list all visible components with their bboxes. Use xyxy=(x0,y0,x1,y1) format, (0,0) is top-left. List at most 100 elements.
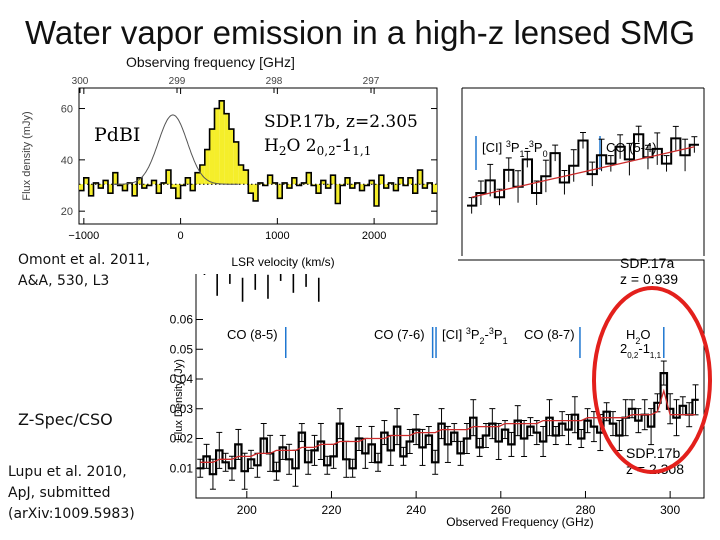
pdbi-top-tick-label: 297 xyxy=(363,76,380,87)
pdbi-fill-bin xyxy=(151,180,157,185)
omont-ref-line-1: Omont et al. 2011, xyxy=(18,252,151,268)
pdbi-ylabel: Flux density (mJy) xyxy=(21,111,33,200)
marker-label-h2o: H2O xyxy=(626,327,651,346)
pdbi-fill-bin xyxy=(374,184,379,207)
pdbi-fill-bin xyxy=(88,184,94,196)
observing-frequency-label: Observing frequency [GHz] xyxy=(126,54,295,70)
sdp17b-model-line xyxy=(200,388,696,463)
pdbi-fill-bin xyxy=(170,184,176,189)
marker-label-co76: CO (7-6) xyxy=(374,327,425,342)
pdbi-fill-bin xyxy=(345,177,350,185)
pdbi-fill-bin xyxy=(98,184,104,189)
pdbi-fill-bin xyxy=(306,172,312,185)
sdp17a-line-markers xyxy=(475,136,601,170)
pdbi-fill-bin xyxy=(432,184,437,194)
zspec-x-tick-label: 200 xyxy=(237,503,257,517)
sdp17a-z-label: z = 0.939 xyxy=(620,271,678,287)
zspec-y-tick-label: 0.03 xyxy=(170,402,194,416)
pdbi-fill-bin xyxy=(248,184,254,194)
pdbi-fill-bin xyxy=(378,175,384,185)
pdbi-fill-bin xyxy=(224,113,229,185)
lupu-ref-line-1: Lupu et al. 2010, xyxy=(8,464,127,480)
zspec-y-tick-label: 0.06 xyxy=(170,313,194,327)
pdbi-x-tick-label: 1000 xyxy=(265,230,289,242)
pdbi-fill-bin xyxy=(407,177,413,185)
pdbi-fill-bin xyxy=(141,184,147,189)
pdbi-fill-bin xyxy=(190,184,196,191)
pdbi-fill-bin xyxy=(320,180,326,185)
sdp17a-label: SDP.17a xyxy=(620,255,674,271)
zspec-instrument-label: Z-Spec/CSO xyxy=(18,410,113,429)
zspec-y-tick-label: 0.05 xyxy=(170,342,194,356)
omont-reference: Omont et al. 2011, A&A, 530, L3 xyxy=(18,250,150,292)
pdbi-axes: −1000 0 1000 2000 300 299 298 297 20 40 60 xyxy=(61,76,437,242)
slide-title: Water vapor emission in a high-z lensed … xyxy=(24,14,696,51)
pdbi-fill-bin xyxy=(156,184,162,194)
pdbi-fill-bin xyxy=(253,184,258,201)
pdbi-fill-bin xyxy=(185,177,191,185)
zspec-ylabel: Flux Density (Jy) xyxy=(173,359,185,441)
pdbi-instrument-label: PdBI xyxy=(94,124,140,146)
marker-label-co87: CO (8-7) xyxy=(524,327,575,342)
pdbi-fill-bin xyxy=(79,184,84,191)
pdbi-fill-bin xyxy=(422,184,428,189)
pdbi-fill-bin xyxy=(122,184,128,191)
pdbi-line-label: H2O 20,2-11,1 xyxy=(264,136,371,158)
pdbi-fill-bin xyxy=(175,184,181,199)
sdp17b-z-label: z = 2.308 xyxy=(626,461,684,477)
pdbi-fill-bin xyxy=(195,172,200,185)
h2o-highlight-ellipse xyxy=(592,286,712,474)
pdbi-fill-bin xyxy=(209,129,215,185)
zspec-panel: 200 220 240 260 280 300 0.01 0.02 0.03 0.04 0.05 0.… xyxy=(170,259,712,529)
zspec-x-tick-label: 240 xyxy=(406,503,426,517)
pdbi-x-tick-label: −1000 xyxy=(68,230,99,242)
zspec-x-tick-label: 260 xyxy=(491,503,511,517)
pdbi-fill-bin xyxy=(166,170,171,185)
pdbi-gaussian-fit xyxy=(112,114,239,185)
pdbi-fill-bin xyxy=(325,184,331,189)
pdbi-fill-bin xyxy=(233,141,239,185)
sdp17b-step-line xyxy=(197,372,699,476)
pdbi-panel: −1000 0 1000 2000 300 299 298 297 20 40 60 Flux de… xyxy=(0,74,458,274)
pdbi-source-label: SDP.17b, z=2.305 xyxy=(264,112,418,132)
pdbi-fill-bin xyxy=(132,184,138,196)
omont-ref-line-2: A&A, 530, L3 xyxy=(18,273,110,289)
pdbi-fill-bin xyxy=(291,177,297,185)
pdbi-fill-bin xyxy=(369,180,375,185)
pdbi-fill-bin xyxy=(238,164,244,185)
pdbi-fill-bin xyxy=(219,100,225,185)
pdbi-x-tick-label: 0 xyxy=(178,230,184,242)
pdbi-frame xyxy=(78,87,438,225)
sdp17a-step-line xyxy=(467,133,699,207)
zspec-line-markers xyxy=(284,327,665,358)
zspec-data xyxy=(197,260,699,490)
marker-label-h2o-transition: 20,2-11,1 xyxy=(620,341,662,360)
pdbi-xlabel: LSR velocity (km/s) xyxy=(231,255,334,269)
zspec-xlabel: Observed Frequency (GHz) xyxy=(446,515,593,529)
pdbi-fill-bin xyxy=(243,170,249,185)
pdbi-fill-bin xyxy=(214,108,220,185)
pdbi-x-tick-label: 2000 xyxy=(362,230,386,242)
pdbi-y-tick-label: 40 xyxy=(61,155,73,167)
pdbi-fill-bin xyxy=(316,184,321,194)
pdbi-fill-bin xyxy=(108,184,113,194)
pdbi-top-tick-label: 299 xyxy=(169,76,186,87)
zspec-y-tick-label: 0.01 xyxy=(170,461,194,475)
zspec-x-tick-label: 300 xyxy=(660,503,680,517)
sdp17a-marker-co54: CO (5-4) xyxy=(606,140,657,155)
pdbi-y-tick-label: 20 xyxy=(61,206,73,218)
pdbi-fill-bin xyxy=(359,184,365,191)
pdbi-fill-bin xyxy=(412,184,418,194)
pdbi-fill-bin xyxy=(383,184,389,189)
pdbi-gaussian-fill xyxy=(79,100,437,207)
zspec-y-tick-label: 0.02 xyxy=(170,432,194,446)
marker-label-ci21: [CI] 3P2-3P1 xyxy=(442,326,508,346)
pdbi-fill-bin xyxy=(398,177,404,185)
pdbi-fill-bin xyxy=(349,184,355,189)
pdbi-step-line xyxy=(79,100,437,207)
pdbi-fill-bin xyxy=(277,184,283,199)
lupu-ref-line-2: ApJ, submitted xyxy=(8,485,111,501)
pdbi-fill-bin xyxy=(330,175,336,185)
sdp17a-marker-ci10: [CI] 3P1-3P0 xyxy=(482,139,548,159)
pdbi-fill-bin xyxy=(417,170,423,185)
